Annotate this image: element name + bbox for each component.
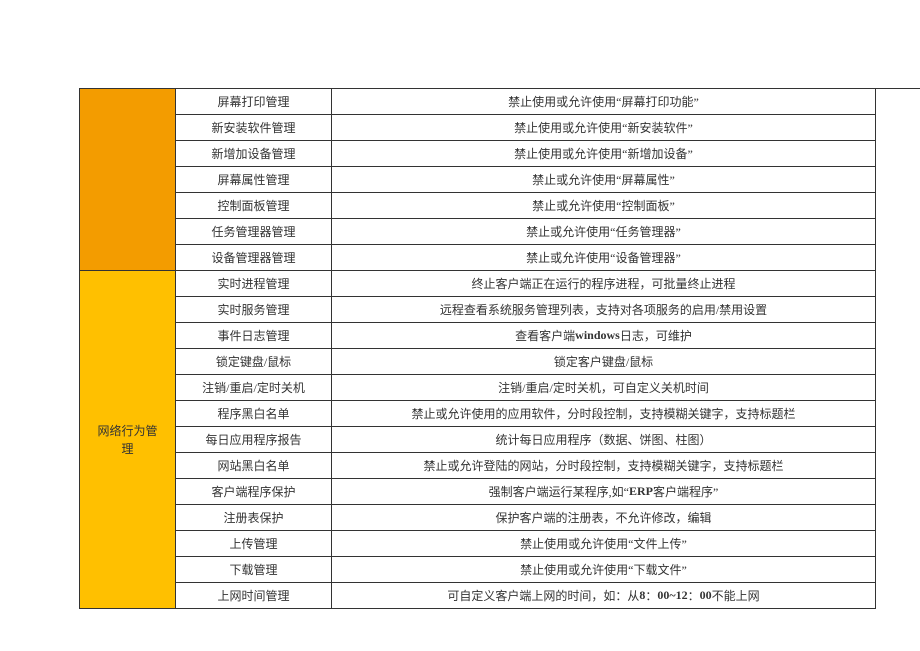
category-cell-0 xyxy=(80,89,176,271)
table-row: 锁定键盘/鼠标锁定客户键盘/鼠标 xyxy=(176,349,876,375)
feature-desc: 禁止或允许使用的应用软件，分时段控制，支持模糊关键字，支持标题栏 xyxy=(332,401,876,427)
table-row: 上网时间管理可自定义客户端上网的时间，如：从 8：00~12：00 不能上网 xyxy=(176,583,876,609)
feature-name: 程序黑白名单 xyxy=(176,401,332,427)
feature-desc: 禁止使用或允许使用“下载文件” xyxy=(332,557,876,583)
feature-name: 事件日志管理 xyxy=(176,323,332,349)
feature-name: 下载管理 xyxy=(176,557,332,583)
feature-name: 上网时间管理 xyxy=(176,583,332,609)
table-row: 设备管理器管理禁止或允许使用“设备管理器” xyxy=(176,245,876,271)
rows-column: 屏幕打印管理禁止使用或允许使用“屏幕打印功能”新安装软件管理禁止使用或允许使用“… xyxy=(176,89,876,609)
feature-name: 上传管理 xyxy=(176,531,332,557)
table-row: 实时服务管理远程查看系统服务管理列表，支持对各项服务的启用/禁用设置 xyxy=(176,297,876,323)
feature-table: 网络行为管 理 屏幕打印管理禁止使用或允许使用“屏幕打印功能”新安装软件管理禁止… xyxy=(79,88,920,609)
feature-name: 控制面板管理 xyxy=(176,193,332,219)
feature-desc: 查看客户端 windows 日志，可维护 xyxy=(332,323,876,349)
feature-desc: 终止客户端正在运行的程序进程，可批量终止进程 xyxy=(332,271,876,297)
table-row: 实时进程管理终止客户端正在运行的程序进程，可批量终止进程 xyxy=(176,271,876,297)
feature-desc: 锁定客户键盘/鼠标 xyxy=(332,349,876,375)
feature-desc: 保护客户端的注册表，不允许修改，编辑 xyxy=(332,505,876,531)
feature-name: 屏幕属性管理 xyxy=(176,167,332,193)
feature-desc: 远程查看系统服务管理列表，支持对各项服务的启用/禁用设置 xyxy=(332,297,876,323)
feature-desc: 禁止使用或允许使用“新增加设备” xyxy=(332,141,876,167)
feature-desc: 禁止或允许登陆的网站，分时段控制，支持模糊关键字，支持标题栏 xyxy=(332,453,876,479)
feature-name: 设备管理器管理 xyxy=(176,245,332,271)
table-row: 新增加设备管理禁止使用或允许使用“新增加设备” xyxy=(176,141,876,167)
table-row: 程序黑白名单禁止或允许使用的应用软件，分时段控制，支持模糊关键字，支持标题栏 xyxy=(176,401,876,427)
feature-desc: 禁止使用或允许使用“屏幕打印功能” xyxy=(332,89,876,115)
table-row: 注册表保护保护客户端的注册表，不允许修改，编辑 xyxy=(176,505,876,531)
table-row: 任务管理器管理禁止或允许使用“任务管理器” xyxy=(176,219,876,245)
feature-desc: 禁止使用或允许使用“文件上传” xyxy=(332,531,876,557)
feature-desc: 注销/重启/定时关机，可自定义关机时间 xyxy=(332,375,876,401)
feature-name: 实时服务管理 xyxy=(176,297,332,323)
feature-name: 注册表保护 xyxy=(176,505,332,531)
feature-desc: 禁止或允许使用“屏幕属性” xyxy=(332,167,876,193)
feature-desc: 强制客户端运行某程序,如“ ERP 客户端程序” xyxy=(332,479,876,505)
category-column: 网络行为管 理 xyxy=(80,89,176,609)
feature-name: 每日应用程序报告 xyxy=(176,427,332,453)
table-row: 网站黑白名单禁止或允许登陆的网站，分时段控制，支持模糊关键字，支持标题栏 xyxy=(176,453,876,479)
feature-name: 客户端程序保护 xyxy=(176,479,332,505)
table-row: 事件日志管理查看客户端 windows 日志，可维护 xyxy=(176,323,876,349)
feature-desc: 禁止使用或允许使用“新安装软件” xyxy=(332,115,876,141)
feature-name: 任务管理器管理 xyxy=(176,219,332,245)
feature-desc: 禁止或允许使用“控制面板” xyxy=(332,193,876,219)
table-row: 客户端程序保护强制客户端运行某程序,如“ ERP 客户端程序” xyxy=(176,479,876,505)
feature-desc: 可自定义客户端上网的时间，如：从 8：00~12：00 不能上网 xyxy=(332,583,876,609)
feature-desc: 统计每日应用程序（数据、饼图、柱图） xyxy=(332,427,876,453)
table-row: 注销/重启/定时关机注销/重启/定时关机，可自定义关机时间 xyxy=(176,375,876,401)
feature-desc: 禁止或允许使用“任务管理器” xyxy=(332,219,876,245)
table-row: 新安装软件管理禁止使用或允许使用“新安装软件” xyxy=(176,115,876,141)
table-row: 每日应用程序报告统计每日应用程序（数据、饼图、柱图） xyxy=(176,427,876,453)
table-row: 屏幕打印管理禁止使用或允许使用“屏幕打印功能” xyxy=(176,89,876,115)
feature-name: 网站黑白名单 xyxy=(176,453,332,479)
feature-name: 屏幕打印管理 xyxy=(176,89,332,115)
table-row: 屏幕属性管理禁止或允许使用“屏幕属性” xyxy=(176,167,876,193)
feature-name: 注销/重启/定时关机 xyxy=(176,375,332,401)
category-cell-1: 网络行为管 理 xyxy=(80,271,176,609)
feature-desc: 禁止或允许使用“设备管理器” xyxy=(332,245,876,271)
feature-name: 新安装软件管理 xyxy=(176,115,332,141)
table-row: 上传管理禁止使用或允许使用“文件上传” xyxy=(176,531,876,557)
feature-name: 锁定键盘/鼠标 xyxy=(176,349,332,375)
table-row: 下载管理禁止使用或允许使用“下载文件” xyxy=(176,557,876,583)
table-row: 控制面板管理禁止或允许使用“控制面板” xyxy=(176,193,876,219)
feature-name: 新增加设备管理 xyxy=(176,141,332,167)
feature-name: 实时进程管理 xyxy=(176,271,332,297)
